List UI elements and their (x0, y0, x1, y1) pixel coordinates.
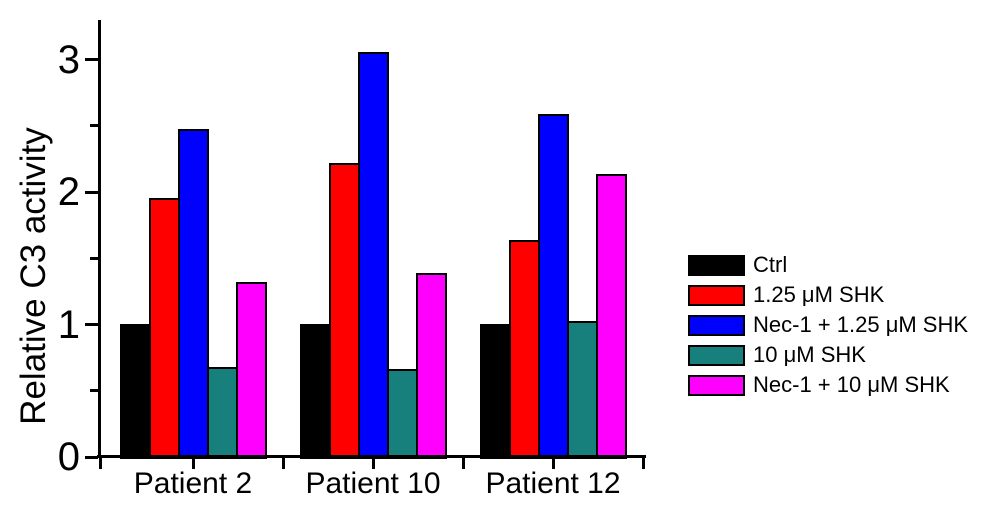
bar-nec-1-10-m-shk-patient-10 (415, 273, 447, 459)
legend-swatch-nec1-1-25um-shk (688, 314, 745, 336)
bar-10-m-shk-patient-12 (566, 320, 598, 459)
y-minor-tick (90, 256, 98, 260)
y-axis-line (98, 20, 101, 458)
legend-swatch-10um-shk (688, 344, 745, 366)
legend-row: 10 μM SHK (688, 340, 968, 370)
legend-swatch-ctrl (688, 254, 745, 276)
legend-row: 1.25 μM SHK (688, 280, 968, 310)
legend-label: 1.25 μM SHK (753, 282, 885, 307)
x-tick-label: Patient 2 (133, 467, 253, 500)
bar-nec-1-10-m-shk-patient-12 (595, 173, 627, 459)
bar-ctrl-patient-2 (119, 323, 151, 459)
bar-1-25-m-shk-patient-2 (148, 197, 180, 459)
y-tick-label: 2 (57, 170, 80, 214)
legend: Ctrl 1.25 μM SHK Nec-1 + 1.25 μM SHK 10 … (688, 250, 968, 400)
y-tick-label: 1 (57, 302, 80, 347)
y-axis-label: Relative C3 activity (14, 127, 53, 425)
x-tick (191, 458, 195, 469)
bar-1-25-m-shk-patient-12 (508, 240, 540, 459)
x-tick (551, 458, 555, 469)
bar-nec-1-1-25-m-shk-patient-10 (357, 51, 389, 459)
legend-swatch-nec1-10um-shk (688, 374, 745, 396)
x-tick (98, 458, 102, 469)
y-minor-tick (90, 389, 98, 393)
y-tick-label: 3 (57, 37, 80, 82)
y-major-tick (85, 323, 98, 326)
y-major-tick (85, 190, 98, 194)
x-tick (641, 458, 645, 469)
x-axis-line (97, 455, 646, 458)
legend-row: Nec-1 + 1.25 μM SHK (688, 310, 968, 340)
y-minor-tick (90, 124, 98, 128)
legend-swatch-1-25um-shk (688, 284, 745, 306)
legend-label: Nec-1 + 10 μM SHK (753, 372, 950, 397)
legend-label: 10 μM SHK (753, 342, 866, 367)
bar-1-25-m-shk-patient-10 (328, 163, 360, 459)
x-tick (461, 458, 465, 469)
bar-10-m-shk-patient-10 (386, 368, 418, 459)
legend-row: Nec-1 + 10 μM SHK (688, 370, 968, 400)
legend-label: Ctrl (753, 252, 788, 277)
y-tick-label: 0 (57, 435, 80, 479)
bar-nec-1-1-25-m-shk-patient-2 (177, 128, 209, 459)
legend-row: Ctrl (688, 250, 968, 280)
y-major-tick (85, 58, 98, 61)
bar-nec-1-1-25-m-shk-patient-12 (537, 114, 569, 459)
x-tick-label: Patient 10 (305, 467, 441, 500)
bar-10-m-shk-patient-2 (206, 367, 238, 459)
bar-nec-1-10-m-shk-patient-2 (235, 282, 267, 459)
bar-ctrl-patient-12 (479, 323, 511, 459)
x-tick-label: Patient 12 (485, 467, 621, 500)
bar-ctrl-patient-10 (299, 323, 331, 459)
y-major-tick (85, 455, 98, 459)
legend-label: Nec-1 + 1.25 μM SHK (753, 312, 969, 337)
x-tick (371, 458, 375, 469)
x-tick (281, 458, 285, 469)
